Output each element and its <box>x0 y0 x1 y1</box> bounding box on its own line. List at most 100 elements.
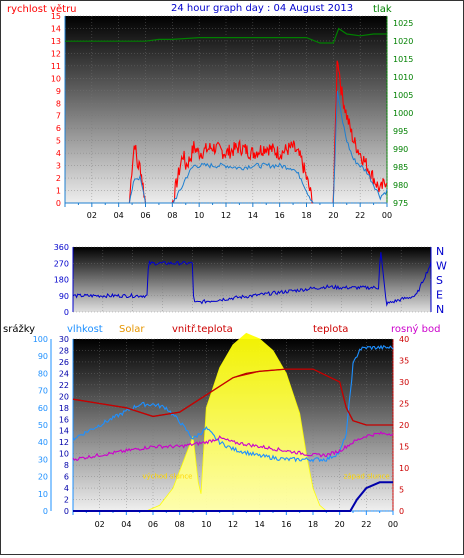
wind-y-tick-label: 8 <box>56 99 61 108</box>
direction-y-tick-label: 0 <box>64 308 69 317</box>
wind-x-tick-label: 16 <box>275 211 285 220</box>
direction-compass-label: W <box>436 260 447 273</box>
wind-direction-series <box>72 252 432 307</box>
temp-y-tick-label: 40 <box>399 335 409 344</box>
humidity-y-tick-label: 20 <box>38 473 48 482</box>
wind-x-tick-label: 22 <box>355 211 365 220</box>
wind-x-tick-label: 14 <box>248 211 258 220</box>
temp-y-tick-label: 0 <box>399 507 404 516</box>
rain-y-tick-label: 4 <box>64 484 69 493</box>
direction-compass-label: E <box>436 289 443 302</box>
wind-y-tick-label: 4 <box>56 149 61 158</box>
humidity-y-tick-label: 30 <box>38 455 48 464</box>
temp-y-tick-label: 30 <box>399 378 409 387</box>
direction-compass-label: N <box>436 245 444 258</box>
rain-y-tick-label: 20 <box>59 392 69 401</box>
pressure-series <box>65 27 387 44</box>
wind-x-tick-label: 06 <box>140 211 150 220</box>
rain-y-tick-label: 28 <box>59 346 69 355</box>
temp-series <box>72 368 393 426</box>
temp-y-tick-label: 35 <box>399 357 409 366</box>
wind-x-tick-label: 18 <box>301 211 311 220</box>
pressure-y-tick-label: 1005 <box>393 91 413 100</box>
wind-x-tick-label: 00 <box>382 211 392 220</box>
rain-y-tick-label: 30 <box>59 335 69 344</box>
legend-label-1: vlhkost <box>67 324 103 335</box>
rain-y-tick-label: 6 <box>64 473 69 482</box>
wind-y-tick-label: 1 <box>56 187 61 196</box>
wind-x-tick-label: 20 <box>328 211 338 220</box>
humidity-y-tick-label: 90 <box>38 352 48 361</box>
legend-label-3: vnitř.teplota <box>172 323 233 335</box>
multi-x-tick-label: 08 <box>175 520 185 529</box>
sunset-annotation: západ slunce <box>344 472 390 480</box>
rain-y-tick-label: 2 <box>64 496 69 505</box>
humidity-y-tick-label: 0 <box>43 507 48 516</box>
wind-y-tick-label: 2 <box>56 174 61 183</box>
multi-x-tick-label: 04 <box>121 520 131 529</box>
wind-y-tick-label: 13 <box>51 37 61 46</box>
pressure-y-tick-label: 1025 <box>393 19 413 28</box>
temp-y-tick-label: 20 <box>399 421 409 430</box>
dewpoint-series <box>72 430 394 462</box>
wind-y-tick-label: 15 <box>51 12 61 21</box>
temp-y-tick-label: 25 <box>399 400 409 409</box>
direction-y-tick-label: 270 <box>54 259 69 268</box>
direction-compass-label: N <box>436 303 444 316</box>
humidity-y-tick-label: 10 <box>38 490 48 499</box>
rain-y-tick-label: 12 <box>59 438 69 447</box>
wind-x-tick-label: 12 <box>221 211 231 220</box>
multi-x-tick-label: 14 <box>255 520 265 529</box>
multi-x-tick-label: 16 <box>281 520 291 529</box>
pressure-y-tick-label: 1015 <box>393 55 413 64</box>
humidity-y-tick-label: 80 <box>38 369 48 378</box>
temp-y-tick-label: 5 <box>399 486 404 495</box>
chart-title: 24 hour graph day : 04 August 2013 <box>171 3 353 14</box>
direction-y-tick-label: 90 <box>59 292 69 301</box>
rain-y-tick-label: 26 <box>59 358 69 367</box>
humidity-y-tick-label: 60 <box>38 404 48 413</box>
multi-x-tick-label: 02 <box>95 520 105 529</box>
legend-label-5: rosný bod <box>391 323 440 335</box>
multi-x-tick-label: 12 <box>228 520 238 529</box>
wind-x-tick-label: 08 <box>167 211 177 220</box>
rain-series <box>73 481 393 512</box>
wind-axis-label: rychlost větru <box>7 3 77 15</box>
rain-y-tick-label: 22 <box>59 381 69 390</box>
humidity-y-tick-label: 40 <box>38 438 48 447</box>
rain-y-tick-label: 18 <box>59 404 69 413</box>
rain-y-tick-label: 14 <box>59 427 69 436</box>
direction-y-tick-label: 360 <box>54 243 69 252</box>
rain-y-tick-label: 0 <box>64 507 69 516</box>
wind-y-tick-label: 10 <box>51 74 61 83</box>
sunrise-annotation: východ slunce <box>142 472 192 480</box>
wind-y-tick-label: 5 <box>56 137 61 146</box>
legend-label-4: teplota <box>313 324 348 335</box>
humidity-y-tick-label: 50 <box>38 421 48 430</box>
wind-y-tick-label: 3 <box>56 162 61 171</box>
pressure-axis-label: tlak <box>373 4 392 15</box>
wind-y-tick-label: 0 <box>56 199 61 208</box>
temp-y-tick-label: 10 <box>399 464 409 473</box>
pressure-y-tick-label: 975 <box>393 199 408 208</box>
pressure-y-tick-label: 1020 <box>393 37 413 46</box>
wind-x-tick-label: 10 <box>194 211 204 220</box>
rain-y-tick-label: 16 <box>59 415 69 424</box>
legend-label-0: srážky <box>3 323 35 335</box>
rain-y-tick-label: 24 <box>59 369 69 378</box>
multi-x-tick-label: 18 <box>308 520 318 529</box>
wind-y-tick-label: 14 <box>51 24 61 33</box>
pressure-y-tick-label: 985 <box>393 163 408 172</box>
direction-y-tick-label: 180 <box>54 276 69 285</box>
temp-y-tick-label: 15 <box>399 443 409 452</box>
wind-y-tick-label: 6 <box>56 124 61 133</box>
solar-area <box>146 332 328 512</box>
wind-y-tick-label: 7 <box>56 112 61 121</box>
multi-x-tick-label: 22 <box>361 520 371 529</box>
pressure-y-tick-label: 1000 <box>393 109 413 118</box>
wind-y-tick-label: 11 <box>51 62 61 71</box>
pressure-y-tick-label: 995 <box>393 127 408 136</box>
wind-average-series <box>65 90 388 204</box>
